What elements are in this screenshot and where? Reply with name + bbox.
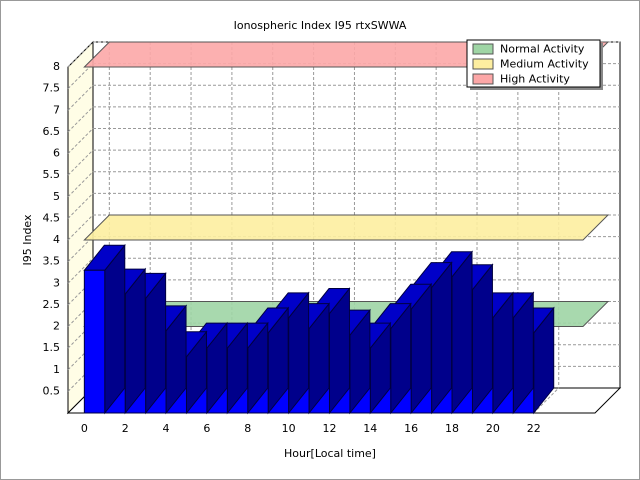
grid-line	[67, 236, 94, 262]
grid-line	[67, 149, 94, 176]
bar	[83, 269, 106, 414]
y-tick-label: 1	[53, 363, 60, 376]
y-tick-label: 0.5	[43, 384, 61, 397]
y-tick-label: 7	[53, 103, 60, 116]
grid-line	[67, 171, 94, 198]
x-tick-label: 18	[445, 422, 459, 435]
y-tick-label: 2	[53, 320, 60, 333]
x-tick-label: 22	[527, 422, 541, 435]
x-tick-label: 16	[404, 422, 418, 435]
grid-line	[67, 106, 94, 133]
x-tick-label: 6	[203, 422, 210, 435]
x-tick-label: 12	[322, 422, 336, 435]
y-tick-label: 4.5	[43, 211, 61, 224]
chart-title: Ionospheric Index I95 rtxSWWA	[234, 19, 407, 32]
legend-swatch	[472, 58, 494, 70]
x-tick-label: 4	[163, 422, 170, 435]
y-tick-label: 8	[53, 60, 60, 73]
bar-side	[471, 263, 493, 415]
y-tick-label: 5	[53, 190, 60, 203]
grid-line	[67, 301, 94, 327]
grid-line	[67, 128, 94, 154]
bar-side	[104, 243, 126, 415]
y-tick-label: 5.5	[43, 168, 61, 181]
threshold-plane	[83, 214, 610, 241]
grid-line	[67, 193, 94, 219]
grid-line	[67, 344, 94, 371]
x-tick-label: 20	[486, 422, 500, 435]
y-tick-label: 6.5	[43, 125, 61, 138]
legend-swatch	[472, 73, 494, 85]
bar-side	[451, 250, 473, 415]
bar-side	[431, 261, 453, 415]
y-axis-label: I95 Index	[21, 214, 34, 266]
y-tick-label: 3.5	[43, 255, 61, 268]
x-tick-label: 2	[122, 422, 129, 435]
grid-line	[67, 322, 94, 349]
grid-line	[67, 214, 94, 241]
x-tick-label: 8	[244, 422, 251, 435]
legend-label: Normal Activity	[500, 43, 585, 56]
grid-line	[67, 63, 94, 89]
y-tick-label: 6	[53, 147, 60, 160]
x-tick-label: 14	[363, 422, 377, 435]
legend-label: Medium Activity	[500, 58, 589, 71]
x-tick-label: 0	[81, 422, 88, 435]
grid-line	[67, 41, 94, 68]
grid-line	[67, 84, 94, 111]
legend-swatch	[472, 43, 494, 55]
y-tick-label: 1.5	[43, 341, 61, 354]
legend-label: High Activity	[500, 73, 570, 86]
grid-line	[67, 257, 94, 284]
y-tick-label: 3	[53, 276, 60, 289]
y-tick-label: 4	[53, 233, 60, 246]
x-axis-label: Hour[Local time]	[284, 447, 376, 460]
grid-line	[67, 366, 94, 392]
grid-line	[67, 279, 94, 306]
y-tick-label: 2.5	[43, 298, 61, 311]
y-tick-label: 7.5	[43, 82, 61, 95]
x-tick-label: 10	[282, 422, 296, 435]
grid-line	[533, 387, 560, 414]
